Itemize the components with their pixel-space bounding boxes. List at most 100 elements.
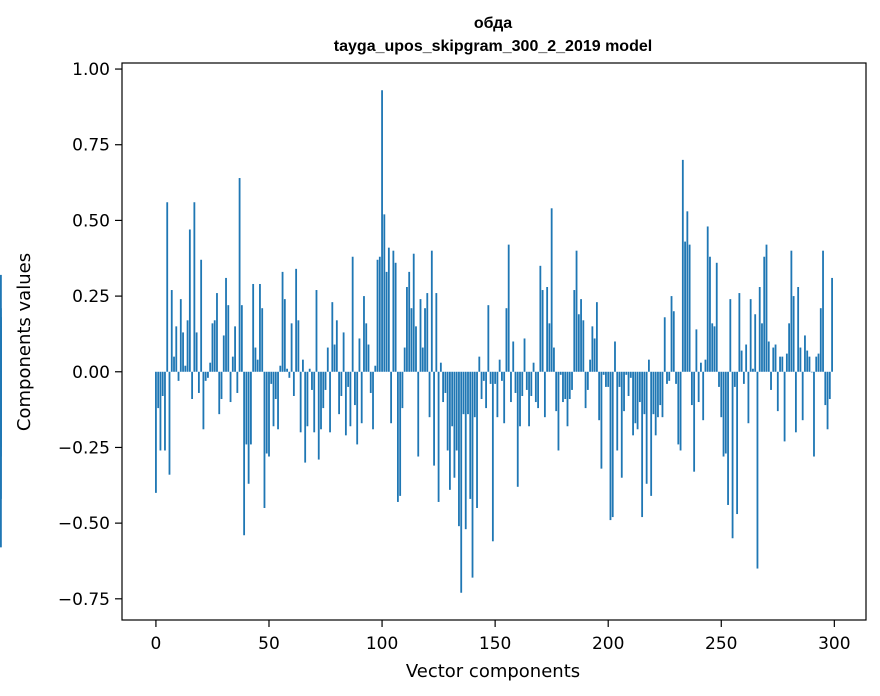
bar [663, 317, 666, 372]
x-axis-label: Vector components [406, 661, 580, 682]
bar [406, 287, 408, 372]
bar [464, 371, 467, 530]
bar [736, 371, 739, 515]
bar [523, 338, 526, 372]
bar [804, 335, 806, 372]
bar [252, 283, 255, 372]
bar [557, 371, 560, 451]
bar [505, 308, 508, 372]
bar [256, 359, 259, 372]
bar [216, 293, 218, 372]
y-tick-label: −0.75 [58, 590, 110, 610]
bar [324, 371, 327, 390]
bar [220, 371, 223, 400]
bar [790, 250, 793, 372]
bar [559, 371, 562, 375]
bar [424, 308, 426, 372]
bar [383, 214, 386, 372]
bar [0, 371, 2, 548]
bar [514, 371, 517, 393]
bar [724, 371, 727, 454]
bar [392, 250, 395, 372]
bar [770, 371, 772, 390]
bar [776, 371, 779, 412]
bar [428, 371, 431, 418]
bar [783, 371, 786, 442]
bar [815, 356, 818, 372]
bar [415, 326, 417, 372]
bar [227, 305, 230, 372]
bar [754, 314, 757, 372]
bar [308, 368, 311, 372]
bar [794, 371, 797, 433]
bar [670, 296, 673, 372]
bar [589, 359, 592, 372]
bar [686, 211, 689, 372]
bar [657, 371, 659, 418]
bar [442, 371, 445, 403]
bar [532, 362, 535, 372]
bar [577, 314, 580, 372]
bar [238, 178, 241, 372]
bar [225, 277, 227, 372]
bar [290, 323, 293, 372]
bar [473, 371, 476, 418]
bar [435, 293, 438, 372]
bar [270, 371, 273, 384]
bar [166, 202, 169, 372]
bar [643, 371, 646, 415]
bar [826, 371, 829, 430]
bar [727, 371, 729, 505]
bar [297, 320, 300, 372]
bar [706, 226, 709, 372]
bar [779, 356, 781, 372]
bar [211, 323, 214, 372]
bar [460, 371, 463, 593]
bar [250, 371, 252, 445]
bar [566, 371, 569, 427]
bar [222, 335, 225, 372]
bar [695, 329, 698, 372]
bar [704, 359, 707, 372]
bar [758, 287, 761, 372]
bar [690, 371, 693, 406]
x-tick-label: 100 [366, 634, 398, 654]
bar [372, 371, 374, 430]
bar [792, 296, 795, 372]
bar [360, 371, 363, 424]
bar [302, 359, 304, 372]
bar [711, 323, 714, 372]
bar [376, 259, 379, 372]
bar [331, 302, 334, 372]
bar [354, 371, 356, 406]
bar [188, 229, 191, 372]
bar [752, 368, 754, 372]
bar [283, 299, 286, 372]
x-tick-label: 0 [151, 634, 162, 654]
bar [369, 371, 372, 393]
bar [740, 350, 743, 372]
y-tick-label: 0.00 [72, 363, 110, 383]
bar [326, 347, 329, 372]
bar [519, 371, 521, 427]
bar [265, 371, 268, 454]
bar [765, 244, 768, 372]
bar [419, 299, 422, 372]
bar [421, 347, 424, 372]
bar [403, 347, 406, 372]
bar [240, 305, 243, 372]
bar [455, 371, 458, 451]
bar [340, 371, 343, 396]
bar [742, 371, 745, 384]
bar [553, 347, 555, 372]
bar [571, 371, 573, 390]
bar [684, 241, 686, 372]
bar [713, 326, 716, 372]
bar [342, 332, 345, 372]
bar [738, 293, 741, 372]
bar [306, 371, 309, 427]
bar [720, 371, 723, 418]
bar [681, 159, 684, 372]
bar [311, 371, 313, 390]
bar [709, 256, 711, 372]
